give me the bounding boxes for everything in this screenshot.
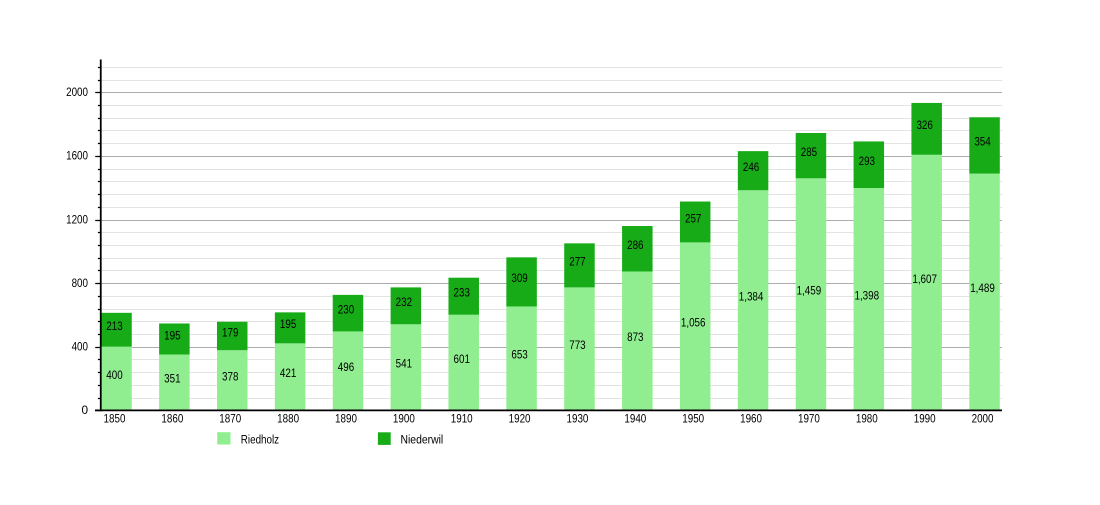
svg-text:400: 400 xyxy=(106,368,123,382)
svg-text:1860: 1860 xyxy=(161,411,183,425)
svg-text:246: 246 xyxy=(743,160,760,174)
svg-text:351: 351 xyxy=(164,372,180,386)
svg-text:421: 421 xyxy=(280,366,296,380)
svg-text:1,459: 1,459 xyxy=(797,284,822,298)
svg-text:496: 496 xyxy=(338,360,355,374)
svg-text:601: 601 xyxy=(454,352,470,366)
svg-text:293: 293 xyxy=(859,154,876,168)
svg-text:1940: 1940 xyxy=(624,411,646,425)
svg-text:179: 179 xyxy=(222,325,238,339)
svg-text:Niederwil: Niederwil xyxy=(401,435,444,447)
svg-text:285: 285 xyxy=(801,145,818,159)
svg-text:1,056: 1,056 xyxy=(681,316,706,330)
svg-text:326: 326 xyxy=(916,118,933,132)
svg-text:Riedholz: Riedholz xyxy=(241,435,280,447)
svg-text:2000: 2000 xyxy=(972,411,994,425)
svg-text:309: 309 xyxy=(511,271,527,285)
svg-text:286: 286 xyxy=(627,238,644,252)
svg-text:1970: 1970 xyxy=(798,411,820,425)
svg-text:1600: 1600 xyxy=(66,149,88,163)
svg-text:232: 232 xyxy=(396,295,412,309)
svg-text:541: 541 xyxy=(396,357,412,371)
svg-text:1960: 1960 xyxy=(740,411,762,425)
svg-text:1880: 1880 xyxy=(277,411,299,425)
svg-text:1950: 1950 xyxy=(682,411,704,425)
svg-text:213: 213 xyxy=(106,319,123,333)
svg-text:1990: 1990 xyxy=(914,411,936,425)
svg-text:800: 800 xyxy=(72,276,89,290)
svg-text:230: 230 xyxy=(338,302,355,316)
svg-text:378: 378 xyxy=(222,370,239,384)
svg-text:1920: 1920 xyxy=(509,411,531,425)
svg-text:1890: 1890 xyxy=(335,411,357,425)
svg-text:1870: 1870 xyxy=(219,411,241,425)
svg-text:233: 233 xyxy=(454,286,471,300)
svg-text:1930: 1930 xyxy=(567,411,589,425)
svg-text:1900: 1900 xyxy=(393,411,415,425)
svg-text:773: 773 xyxy=(569,338,586,352)
svg-text:195: 195 xyxy=(164,328,181,342)
svg-text:354: 354 xyxy=(974,135,991,149)
svg-text:1200: 1200 xyxy=(66,212,88,226)
svg-text:277: 277 xyxy=(569,255,585,269)
svg-text:195: 195 xyxy=(280,317,297,331)
svg-text:1910: 1910 xyxy=(451,411,473,425)
svg-text:2000: 2000 xyxy=(66,85,88,99)
svg-text:1980: 1980 xyxy=(856,411,878,425)
svg-text:400: 400 xyxy=(72,340,89,354)
svg-text:0: 0 xyxy=(81,403,88,417)
svg-text:1,489: 1,489 xyxy=(970,281,995,295)
svg-text:1,607: 1,607 xyxy=(912,272,937,286)
svg-text:1,398: 1,398 xyxy=(854,288,879,302)
svg-text:1,384: 1,384 xyxy=(739,290,764,304)
svg-text:257: 257 xyxy=(685,211,701,225)
svg-text:653: 653 xyxy=(511,348,528,362)
svg-text:1850: 1850 xyxy=(104,411,126,425)
svg-text:873: 873 xyxy=(627,330,644,344)
